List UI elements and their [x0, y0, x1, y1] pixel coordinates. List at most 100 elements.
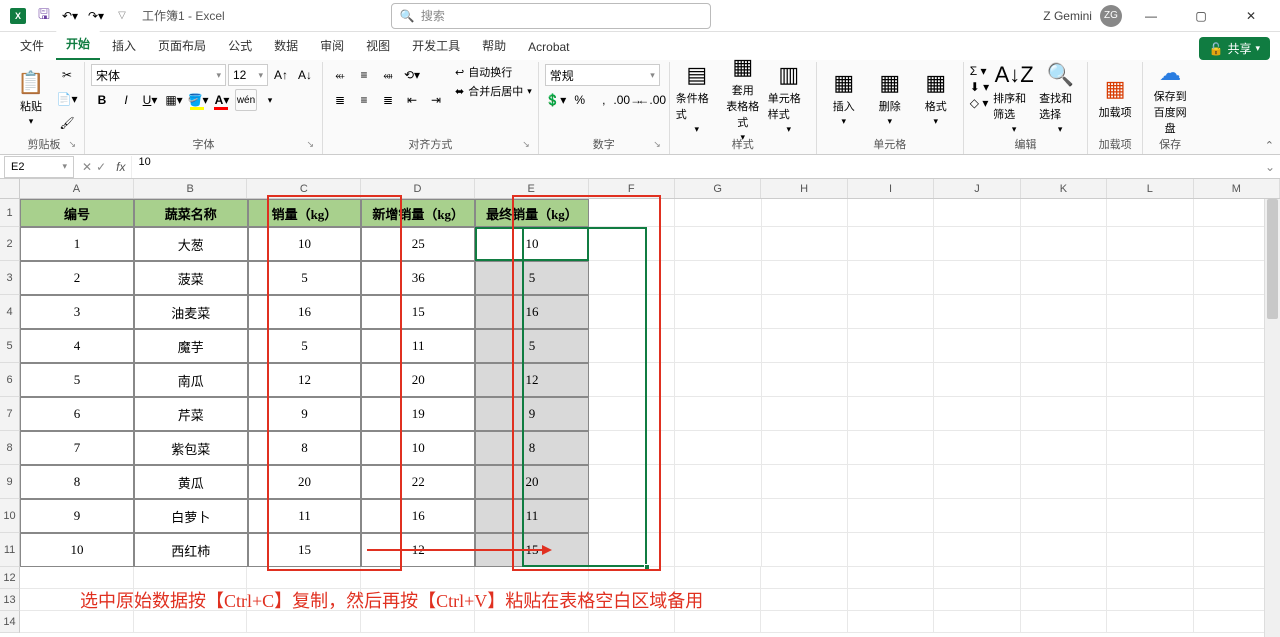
cell-B10[interactable]: 白萝卜	[134, 499, 248, 533]
cell-J11[interactable]	[934, 533, 1020, 567]
autosum-button[interactable]: Σ ▾	[970, 64, 989, 78]
enter-formula-button[interactable]: ✓	[96, 160, 106, 174]
cell-F2[interactable]	[589, 227, 675, 261]
cell-A3[interactable]: 2	[20, 261, 134, 295]
cell-F8[interactable]	[589, 431, 675, 465]
column-header-B[interactable]: B	[134, 179, 248, 198]
tab-页面布局[interactable]: 页面布局	[148, 31, 216, 60]
name-box[interactable]: E2▾	[4, 156, 74, 178]
tab-文件[interactable]: 文件	[10, 31, 54, 60]
cell-D1[interactable]: 新增销量（kg）	[361, 199, 475, 227]
format-as-table-button[interactable]: ▦套用 表格格式▾	[722, 64, 764, 132]
save-baidu-button[interactable]: ☁保存到 百度网盘	[1149, 64, 1191, 132]
cell-K5[interactable]	[1021, 329, 1107, 363]
tab-视图[interactable]: 视图	[356, 31, 400, 60]
font-name-combo[interactable]: 宋体▾	[91, 64, 226, 86]
cell-C10[interactable]: 11	[248, 499, 362, 533]
spreadsheet-grid[interactable]: ABCDEFGHIJKLM 1编号蔬菜名称销量（kg）新增销量（kg）最终销量（…	[0, 179, 1280, 637]
comma-button[interactable]: ,	[593, 89, 615, 111]
cell-B6[interactable]: 南瓜	[134, 363, 248, 397]
cell-J8[interactable]	[934, 431, 1020, 465]
cell-D6[interactable]: 20	[361, 363, 475, 397]
cell-D3[interactable]: 36	[361, 261, 475, 295]
cell-K8[interactable]	[1021, 431, 1107, 465]
cell-F12[interactable]	[589, 567, 675, 589]
percent-button[interactable]: %	[569, 89, 591, 111]
cell-E11[interactable]: 15	[475, 533, 589, 567]
cell-H4[interactable]	[762, 295, 848, 329]
row-header-10[interactable]: 10	[0, 499, 20, 533]
cell-D10[interactable]: 16	[361, 499, 475, 533]
cell-G10[interactable]	[675, 499, 761, 533]
cell-J3[interactable]	[934, 261, 1020, 295]
cell-J1[interactable]	[934, 199, 1020, 227]
cell-G6[interactable]	[675, 363, 761, 397]
cell-K9[interactable]	[1021, 465, 1107, 499]
redo-button[interactable]: ↷▾	[84, 4, 108, 28]
copy-button[interactable]: 📄▾	[56, 88, 78, 110]
font-color-button[interactable]: A▾	[211, 89, 233, 111]
cell-L11[interactable]	[1107, 533, 1193, 567]
cell-L6[interactable]	[1107, 363, 1193, 397]
cell-E12[interactable]	[475, 567, 589, 589]
row-header-1[interactable]: 1	[0, 199, 20, 227]
cell-B7[interactable]: 芹菜	[134, 397, 248, 431]
cell-D5[interactable]: 11	[361, 329, 475, 363]
cell-I1[interactable]	[848, 199, 934, 227]
column-header-C[interactable]: C	[247, 179, 361, 198]
column-header-F[interactable]: F	[589, 179, 675, 198]
cell-G12[interactable]	[675, 567, 761, 589]
tab-开始[interactable]: 开始	[56, 29, 100, 60]
cell-C1[interactable]: 销量（kg）	[248, 199, 362, 227]
increase-decimal-button[interactable]: .00→	[617, 89, 639, 111]
cell-C12[interactable]	[247, 567, 361, 589]
cell-J5[interactable]	[934, 329, 1020, 363]
indent-increase-button[interactable]: ⇥	[425, 89, 447, 111]
cell-I13[interactable]	[848, 589, 934, 611]
row-header-14[interactable]: 14	[0, 611, 20, 633]
cell-D4[interactable]: 15	[361, 295, 475, 329]
tab-帮助[interactable]: 帮助	[472, 31, 516, 60]
excel-icon[interactable]: X	[6, 4, 30, 28]
row-header-2[interactable]: 2	[0, 227, 20, 261]
row-header-5[interactable]: 5	[0, 329, 20, 363]
cell-A10[interactable]: 9	[20, 499, 134, 533]
cell-L3[interactable]	[1107, 261, 1193, 295]
cell-E7[interactable]: 9	[475, 397, 589, 431]
cell-D14[interactable]	[361, 611, 475, 633]
addins-button[interactable]: ▦加载项	[1094, 64, 1136, 132]
cell-H6[interactable]	[762, 363, 848, 397]
cell-A5[interactable]: 4	[20, 329, 134, 363]
tab-开发工具[interactable]: 开发工具	[402, 31, 470, 60]
cell-E4[interactable]: 16	[475, 295, 589, 329]
cell-L10[interactable]	[1107, 499, 1193, 533]
phonetic-dropdown[interactable]: ▾	[259, 89, 281, 111]
cell-L9[interactable]	[1107, 465, 1193, 499]
cell-H9[interactable]	[762, 465, 848, 499]
merge-center-button[interactable]: ⬌合并后居中▾	[455, 83, 532, 99]
cell-F7[interactable]	[589, 397, 675, 431]
delete-cells-button[interactable]: ▦删除▾	[869, 64, 911, 132]
cell-E10[interactable]: 11	[475, 499, 589, 533]
undo-button[interactable]: ↶▾	[58, 4, 82, 28]
cell-K14[interactable]	[1021, 611, 1107, 633]
cut-button[interactable]: ✂	[56, 64, 78, 86]
cell-L12[interactable]	[1107, 567, 1193, 589]
cell-K7[interactable]	[1021, 397, 1107, 431]
cell-L8[interactable]	[1107, 431, 1193, 465]
cell-G14[interactable]	[675, 611, 761, 633]
row-header-3[interactable]: 3	[0, 261, 20, 295]
cell-F14[interactable]	[589, 611, 675, 633]
cell-L4[interactable]	[1107, 295, 1193, 329]
cell-K6[interactable]	[1021, 363, 1107, 397]
cell-C6[interactable]: 12	[248, 363, 362, 397]
fill-color-button[interactable]: 🪣▾	[187, 89, 209, 111]
cell-H2[interactable]	[762, 227, 848, 261]
cell-H12[interactable]	[761, 567, 847, 589]
fill-button[interactable]: ⬇ ▾	[970, 80, 989, 94]
cell-E8[interactable]: 8	[475, 431, 589, 465]
cell-G7[interactable]	[675, 397, 761, 431]
cell-J12[interactable]	[934, 567, 1020, 589]
cell-I10[interactable]	[848, 499, 934, 533]
cell-F9[interactable]	[589, 465, 675, 499]
